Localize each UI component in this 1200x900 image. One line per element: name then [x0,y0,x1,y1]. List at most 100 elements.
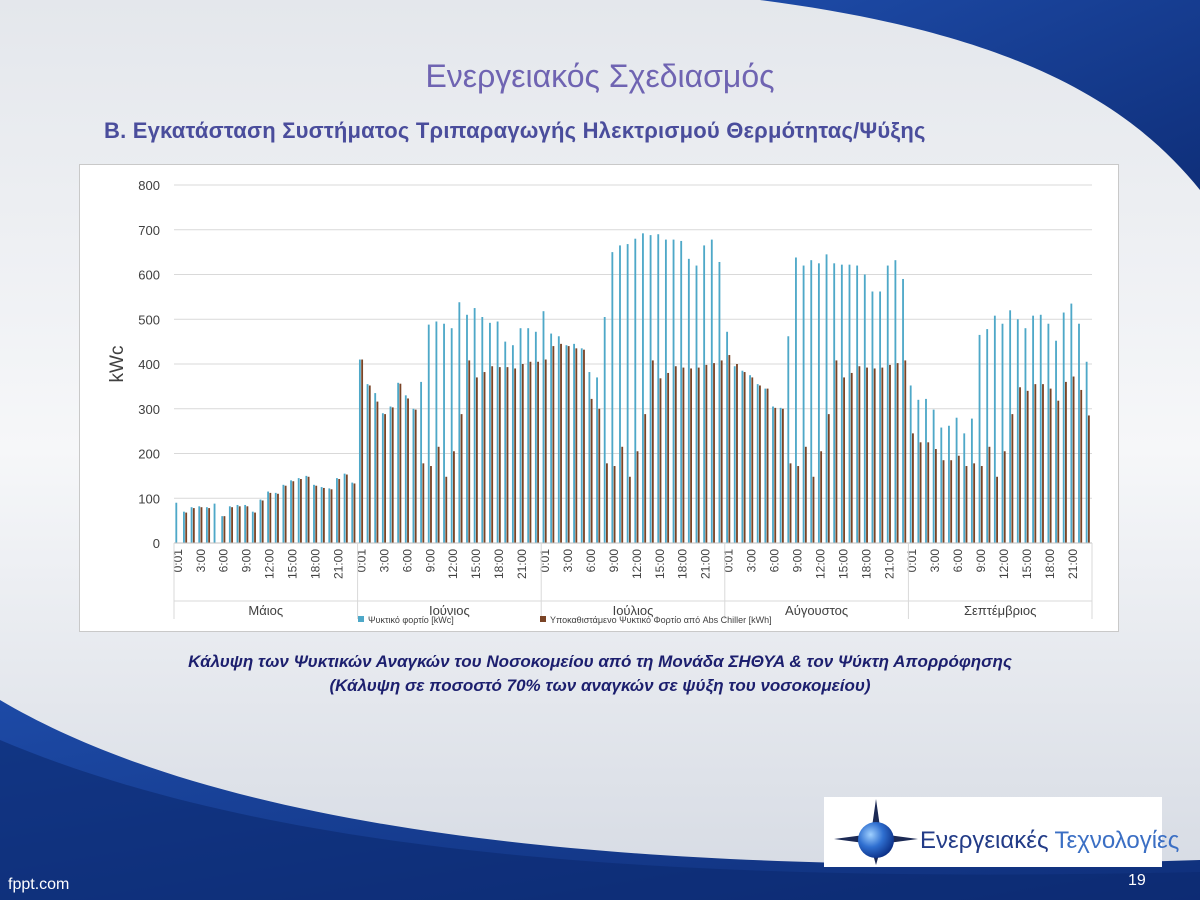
bar-absorption-chiller-load [950,460,953,543]
x-tick-label-hour: 21:00 [699,549,713,579]
bar-cooling-load [1078,323,1080,543]
bar-absorption-chiller-load [560,343,562,543]
bar-cooling-load [871,291,874,543]
bar-cooling-load [687,258,690,543]
bar-absorption-chiller-load [904,360,907,543]
bar-cooling-load [779,407,782,543]
bar-absorption-chiller-load [957,455,960,543]
bar-absorption-chiller-load [759,385,761,543]
bar-cooling-load [580,348,583,543]
x-tick-label-hour: 12:00 [263,549,277,579]
x-tick-label-hour: 15:00 [653,549,667,579]
bar-cooling-load [213,503,216,543]
bar-absorption-chiller-load [866,367,868,543]
bar-absorption-chiller-load [200,507,203,543]
bar-cooling-load [1001,323,1004,543]
x-tick-label-hour: 12:00 [813,549,827,579]
bar-absorption-chiller-load [1026,390,1029,543]
bar-absorption-chiller-load [621,446,624,543]
bar-absorption-chiller-load [728,355,731,543]
bar-absorption-chiller-load [690,368,692,543]
bar-absorption-chiller-load [277,493,279,543]
bar-cooling-load [1055,340,1057,543]
bar-absorption-chiller-load [491,366,494,543]
bar-absorption-chiller-load [521,364,524,543]
bar-cooling-load [1062,312,1065,543]
x-tick-label-hour: 15:00 [836,549,850,579]
bar-absorption-chiller-load [988,446,991,543]
bar-cooling-load [626,244,629,543]
x-tick-label-hour: 15:00 [469,549,483,579]
bar-absorption-chiller-load [1003,451,1006,543]
x-tick-label-hour: 21:00 [882,549,896,579]
bar-cooling-load [833,263,836,543]
bar-absorption-chiller-load [468,360,471,543]
bar-absorption-chiller-load [269,492,272,543]
bar-absorption-chiller-load [774,407,777,543]
y-tick-label: 200 [138,447,160,462]
bar-cooling-load [649,235,652,543]
bar-cooling-load [993,315,996,543]
bar-absorption-chiller-load [529,361,532,543]
bar-cooling-load [175,502,178,543]
bar-absorption-chiller-load [606,463,608,543]
bar-cooling-load [795,257,797,543]
bar-cooling-load [527,328,530,543]
bar-cooling-load [427,324,430,543]
bar-absorption-chiller-load [736,364,738,543]
bar-cooling-load [825,254,828,544]
bar-cooling-load [970,418,973,543]
x-tick-label-month: Ιούνιος [429,603,470,618]
x-tick-label-hour: 0:01 [171,549,185,573]
bar-cooling-load [948,425,950,543]
x-tick-label-hour: 18:00 [1043,549,1057,579]
bar-cooling-load [741,370,744,543]
bar-cooling-load [573,343,576,543]
bar-absorption-chiller-load [223,516,226,543]
bar-cooling-load [718,261,721,543]
bar-absorption-chiller-load [835,360,838,543]
bar-absorption-chiller-load [1087,415,1090,543]
bar-cooling-load [856,265,859,543]
bar-cooling-load [328,488,331,543]
x-tick-label-hour: 21:00 [331,549,345,579]
x-tick-label-hour: 6:00 [584,549,598,573]
bar-absorption-chiller-load [414,409,417,543]
x-tick-label-hour: 12:00 [997,549,1011,579]
bar-cooling-load [336,478,338,543]
bar-absorption-chiller-load [965,466,968,543]
bar-absorption-chiller-load [1011,414,1014,543]
bar-absorption-chiller-load [1019,387,1021,543]
bar-absorption-chiller-load [330,489,333,543]
bar-cooling-load [619,245,621,543]
bar-absorption-chiller-load [827,414,830,543]
y-tick-label: 700 [138,223,160,238]
caption-line-1: Κάλυψη των Ψυκτικών Αναγκών του Νοσοκομε… [188,652,1012,671]
bar-cooling-load [840,264,843,543]
bar-absorption-chiller-load [544,359,547,543]
bar-cooling-load [519,328,522,543]
bar-absorption-chiller-load [590,398,593,543]
bar-absorption-chiller-load [338,479,341,543]
bar-absorption-chiller-load [1080,389,1083,543]
bar-cooling-load [603,317,606,543]
bar-cooling-load [596,377,598,543]
bar-absorption-chiller-load [1065,381,1067,543]
bar-cooling-load [764,388,767,543]
bar-cooling-load [565,345,568,543]
bar-absorption-chiller-load [514,368,517,543]
bar-cooling-load [343,473,346,543]
y-tick-label: 0 [153,536,160,551]
bar-absorption-chiller-load [407,398,409,543]
x-tick-label-hour: 9:00 [974,549,988,573]
bar-absorption-chiller-load [552,346,555,543]
bar-absorption-chiller-load [430,466,432,543]
bar-absorption-chiller-load [667,372,670,543]
bar-absorption-chiller-load [437,446,440,543]
bar-absorption-chiller-load [843,377,845,543]
bar-absorption-chiller-load [231,507,233,543]
x-tick-label-hour: 0:01 [354,549,368,573]
x-tick-label-hour: 9:00 [790,549,804,573]
bar-cooling-load [511,345,514,543]
bar-absorption-chiller-load [238,506,241,543]
